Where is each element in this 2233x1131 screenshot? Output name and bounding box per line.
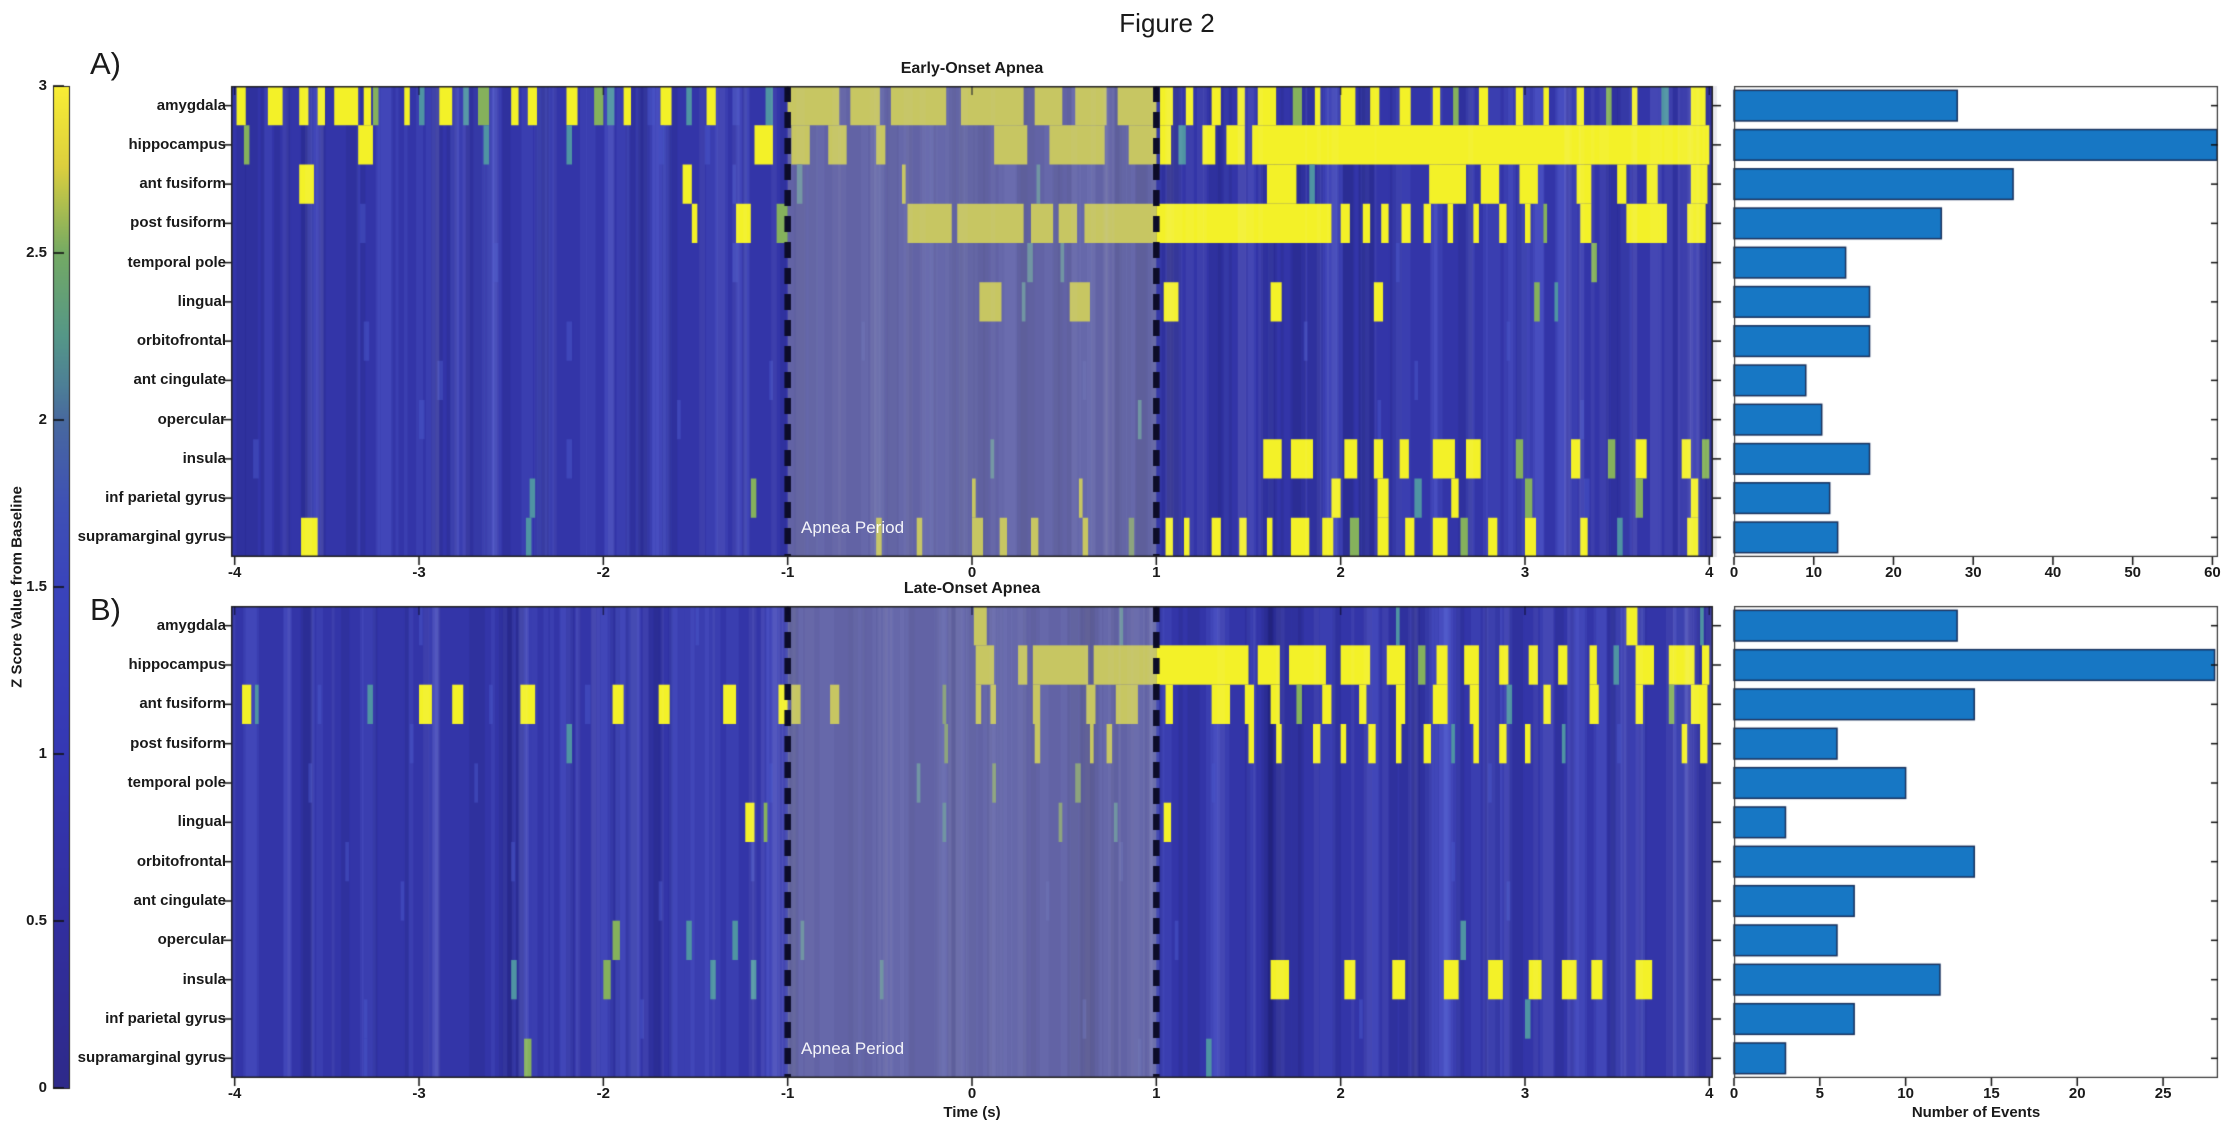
time-tick-label: -4 [228, 1085, 242, 1102]
row-label: inf parietal gyrus [105, 489, 226, 507]
time-tick-label: -1 [780, 1085, 795, 1102]
time-tick-label: 0 [967, 1085, 977, 1102]
events-tick-label: 0 [1729, 564, 1739, 581]
row-label: supramarginal gyrus [77, 528, 226, 546]
time-tick-label: 3 [1520, 564, 1530, 581]
events-tick-label: 0 [1729, 1085, 1739, 1102]
row-label: post fusiform [130, 214, 226, 232]
colorbar-tick-label: 0.5 [26, 912, 47, 929]
row-label: insula [182, 449, 226, 467]
apnea-period-label-b: Apnea Period [801, 1039, 905, 1058]
colorbar-tick-label: 1 [38, 745, 47, 762]
apnea-period-label-a: Apnea Period [801, 518, 905, 537]
colorbar-tick-label: 2 [38, 411, 47, 428]
row-label: lingual [177, 813, 226, 831]
time-tick-label: 2 [1336, 1085, 1345, 1102]
row-label: supramarginal gyrus [77, 1049, 226, 1067]
events-tick-label: 10 [1897, 1085, 1914, 1102]
row-label: hippocampus [128, 656, 226, 673]
row-label: ant fusiform [139, 695, 226, 713]
time-tick-label: -2 [596, 564, 610, 581]
panel-a-letter: A) [90, 46, 121, 81]
row-label: orbitofrontal [136, 852, 226, 870]
row-label: lingual [177, 292, 226, 310]
events-tick-label: 15 [1983, 1085, 2000, 1102]
time-tick-label: -3 [412, 1085, 426, 1102]
time-axis-label: Time (s) [943, 1104, 1001, 1121]
time-tick-label: 4 [1705, 1085, 1714, 1102]
events-tick-label: 60 [2204, 564, 2221, 581]
row-label: opercular [157, 931, 226, 949]
time-tick-label: -4 [228, 564, 242, 581]
events-axis-label: Number of Events [1911, 1104, 2041, 1121]
row-label: post fusiform [130, 734, 226, 752]
panel-a-title: Early-Onset Apnea [900, 60, 1044, 77]
time-tick-label: -2 [596, 1085, 610, 1102]
events-tick-label: 50 [2124, 564, 2142, 581]
colorbar-tick-label: 2.5 [26, 244, 47, 261]
events-tick-label: 20 [2068, 1085, 2086, 1102]
panel-b-title: Late-Onset Apnea [903, 580, 1041, 597]
colorbar-tick-label: 1.5 [26, 578, 47, 595]
events-tick-label: 40 [2044, 564, 2062, 581]
row-label: ant fusiform [139, 175, 226, 193]
row-label: orbitofrontal [136, 332, 226, 350]
row-label: hippocampus [128, 135, 226, 153]
row-label: opercular [157, 410, 226, 428]
row-label: ant cingulate [133, 371, 226, 389]
row-label: insula [182, 970, 226, 988]
colorbar-tick-label: 3 [38, 77, 47, 94]
row-label: amygdala [156, 96, 226, 114]
time-tick-label: -3 [412, 564, 426, 581]
time-tick-label: 3 [1520, 1085, 1530, 1102]
row-label: temporal pole [127, 253, 226, 271]
time-tick-label: -1 [780, 564, 795, 581]
events-tick-label: 30 [1964, 564, 1982, 581]
row-label: ant cingulate [133, 892, 226, 909]
time-tick-label: 1 [1152, 1085, 1161, 1102]
row-label: inf parietal gyrus [105, 1010, 226, 1027]
panel-b-letter: B) [90, 592, 121, 627]
time-tick-label: 0 [967, 564, 977, 581]
figure-title: Figure 2 [1119, 8, 1215, 38]
events-tick-label: 5 [1815, 1085, 1824, 1102]
events-tick-label: 10 [1805, 564, 1823, 581]
events-tick-label: 20 [1885, 564, 1902, 581]
row-label: amygdala [156, 616, 226, 634]
events-tick-label: 25 [2154, 1085, 2172, 1102]
row-label: temporal pole [127, 774, 226, 791]
time-tick-label: 1 [1152, 564, 1161, 581]
time-tick-label: 2 [1336, 564, 1345, 581]
colorbar-tick-label: 0 [38, 1079, 47, 1096]
time-tick-label: 4 [1705, 564, 1714, 581]
